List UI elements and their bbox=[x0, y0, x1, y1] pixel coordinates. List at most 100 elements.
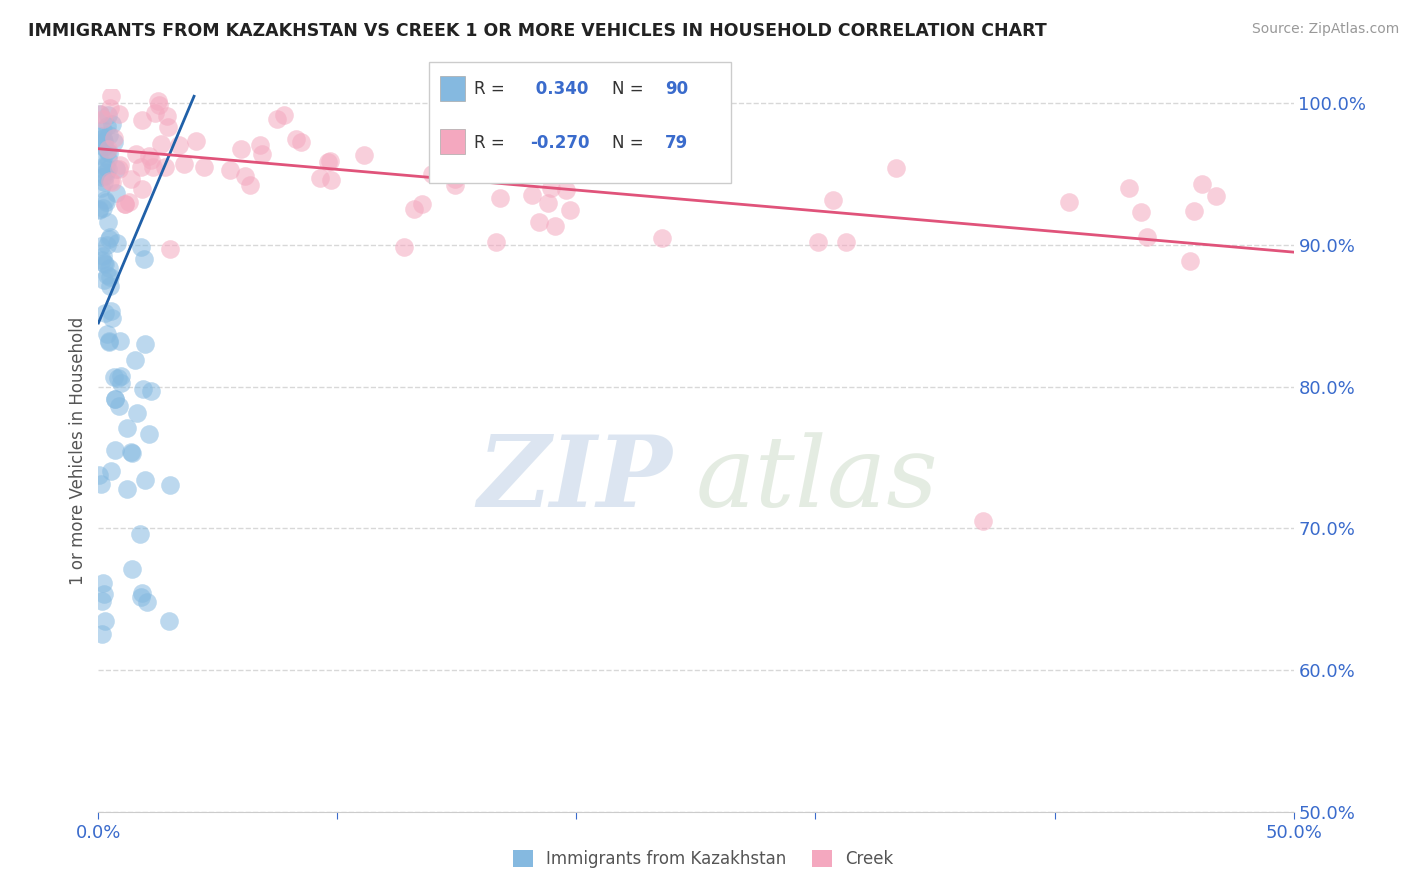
Point bbox=[155, 109, 177, 123]
Text: 79: 79 bbox=[665, 134, 689, 152]
Point bbox=[105, 162, 128, 177]
Point bbox=[125, 406, 148, 420]
Point bbox=[94, 165, 117, 179]
Point bbox=[120, 445, 142, 459]
Point bbox=[319, 173, 342, 187]
Point bbox=[87, 203, 110, 218]
Point bbox=[444, 178, 467, 193]
Point bbox=[527, 215, 550, 229]
Point bbox=[136, 595, 159, 609]
Point bbox=[93, 175, 115, 189]
Point bbox=[93, 159, 115, 173]
Point bbox=[290, 136, 312, 150]
Point bbox=[89, 202, 111, 216]
Point bbox=[131, 160, 153, 174]
Point bbox=[153, 161, 176, 175]
Point bbox=[537, 196, 560, 211]
Point bbox=[90, 170, 112, 185]
Text: 90: 90 bbox=[665, 80, 688, 98]
Point bbox=[318, 154, 340, 169]
Point bbox=[134, 473, 156, 487]
Point bbox=[91, 201, 114, 215]
Point bbox=[125, 147, 148, 161]
Point bbox=[98, 334, 121, 349]
Point bbox=[285, 132, 308, 146]
Point bbox=[117, 420, 139, 434]
Point bbox=[239, 178, 262, 193]
Point bbox=[121, 446, 143, 460]
Point bbox=[139, 153, 162, 167]
Text: N =: N = bbox=[612, 80, 648, 98]
Point bbox=[129, 526, 152, 541]
Point bbox=[108, 106, 131, 120]
Point bbox=[100, 464, 122, 478]
Point bbox=[131, 113, 153, 128]
Point bbox=[402, 202, 425, 217]
Point bbox=[90, 476, 112, 491]
Point bbox=[159, 477, 181, 491]
Text: 0.340: 0.340 bbox=[530, 80, 589, 98]
Point bbox=[273, 108, 295, 122]
Point bbox=[131, 182, 153, 196]
Point bbox=[100, 304, 122, 318]
Point bbox=[1136, 229, 1159, 244]
Text: ZIP: ZIP bbox=[477, 431, 672, 527]
Point bbox=[138, 427, 160, 442]
Point bbox=[91, 131, 114, 145]
Point bbox=[89, 133, 111, 147]
Point bbox=[118, 194, 141, 209]
Point bbox=[91, 626, 114, 640]
Point bbox=[1118, 181, 1140, 195]
Point bbox=[97, 107, 120, 121]
Point bbox=[394, 240, 416, 254]
Point bbox=[98, 101, 121, 115]
Point bbox=[131, 586, 153, 600]
Point bbox=[156, 120, 179, 134]
Point bbox=[107, 399, 129, 413]
Point bbox=[104, 392, 127, 406]
Point bbox=[97, 152, 120, 166]
Point bbox=[94, 169, 117, 183]
Point bbox=[90, 129, 112, 144]
Point bbox=[93, 136, 115, 151]
Point bbox=[167, 137, 190, 152]
Point bbox=[93, 257, 115, 271]
Point bbox=[309, 171, 332, 186]
Point bbox=[138, 149, 160, 163]
Point bbox=[141, 384, 163, 398]
Point bbox=[103, 135, 125, 149]
Point bbox=[90, 594, 112, 608]
Point bbox=[98, 270, 121, 285]
Point bbox=[97, 232, 120, 246]
Point bbox=[96, 159, 118, 173]
Point bbox=[98, 174, 121, 188]
Point bbox=[233, 169, 256, 184]
Point bbox=[120, 172, 142, 186]
Point bbox=[443, 172, 465, 186]
Point bbox=[114, 197, 136, 211]
Point bbox=[90, 253, 112, 268]
Point bbox=[544, 219, 567, 234]
Point bbox=[98, 279, 121, 293]
Point bbox=[132, 382, 155, 396]
Point bbox=[91, 575, 114, 590]
Point bbox=[494, 150, 516, 164]
Y-axis label: 1 or more Vehicles in Household: 1 or more Vehicles in Household bbox=[69, 317, 87, 584]
Point bbox=[488, 191, 510, 205]
Point bbox=[94, 193, 117, 207]
Point bbox=[104, 186, 127, 200]
Point bbox=[96, 120, 118, 134]
Point bbox=[485, 235, 508, 250]
Point bbox=[96, 326, 118, 341]
Point bbox=[420, 167, 443, 181]
Point bbox=[134, 252, 156, 267]
Point bbox=[94, 195, 117, 210]
Point bbox=[91, 112, 114, 127]
Point bbox=[316, 155, 339, 169]
Point bbox=[520, 188, 543, 202]
Point bbox=[93, 134, 115, 148]
Point bbox=[90, 181, 112, 195]
Point bbox=[87, 468, 110, 483]
Point bbox=[104, 392, 127, 406]
Point bbox=[651, 231, 673, 245]
